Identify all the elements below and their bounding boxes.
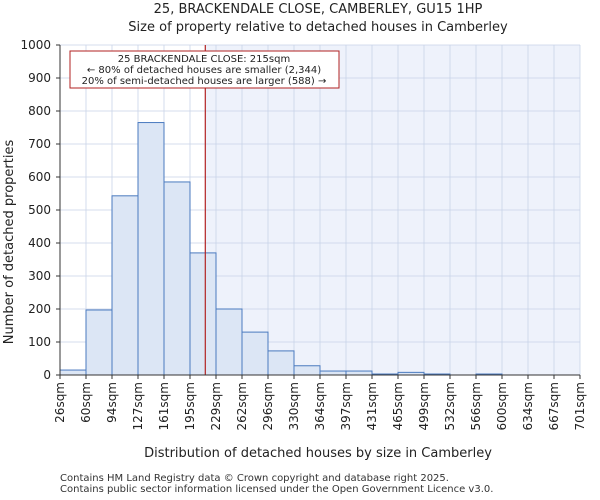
annotation-box: [69, 50, 340, 89]
x-tick-label: 127sqm: [131, 382, 145, 430]
x-tick-label: 499sqm: [417, 382, 431, 430]
x-tick-label: 532sqm: [443, 382, 457, 430]
x-tick-label: 60sqm: [79, 382, 93, 423]
x-tick-label: 667sqm: [547, 382, 561, 430]
y-tick-label: 900: [28, 71, 51, 85]
y-tick-label: 200: [28, 302, 51, 316]
x-tick-label: 296sqm: [261, 382, 275, 430]
x-ticks: 26sqm 60sqm 94sqm 127sqm 161sqm 195sqm 229sqm 2…: [53, 375, 587, 430]
bar: [293, 365, 321, 376]
annotation-larger: 20% of semi-detached houses are larger (…: [82, 76, 327, 87]
x-tick-label: 262sqm: [235, 382, 249, 430]
y-tick-label: 600: [28, 170, 51, 184]
y-tick-label: 400: [28, 236, 51, 250]
bar: [215, 308, 243, 376]
y-tick-label: 700: [28, 137, 51, 151]
annotation-title: 25 BRACKENDALE CLOSE: 215sqm: [118, 54, 290, 65]
footer-line-2: Contains public sector information licen…: [60, 484, 494, 495]
y-tick-label: 0: [43, 368, 51, 382]
x-tick-label: 195sqm: [183, 382, 197, 430]
annotation-smaller: ← 80% of detached houses are smaller (2,…: [87, 65, 321, 76]
y-axis-label: Number of detached properties: [2, 140, 17, 345]
bars: [59, 122, 503, 376]
bar: [345, 370, 373, 376]
chart-subtitle: Size of property relative to detached ho…: [128, 20, 508, 35]
bar: [59, 369, 87, 376]
x-tick-label: 229sqm: [209, 382, 223, 430]
y-tick-label: 500: [28, 203, 51, 217]
x-tick-label: 26sqm: [53, 382, 67, 423]
x-tick-label: 701sqm: [573, 382, 587, 430]
y-ticks: 0 100 200 300 400 500 600 700 800 900 1000: [20, 38, 60, 382]
footer-line-1: Contains HM Land Registry data © Crown c…: [60, 473, 449, 484]
x-tick-label: 94sqm: [105, 382, 119, 423]
x-tick-label: 161sqm: [157, 382, 171, 430]
chart-title: 25, BRACKENDALE CLOSE, CAMBERLEY, GU15 1…: [154, 2, 483, 17]
bar: [111, 195, 139, 376]
y-tick-label: 1000: [20, 38, 51, 52]
x-tick-label: 364sqm: [313, 382, 327, 430]
x-tick-label: 465sqm: [391, 382, 405, 430]
bar: [137, 122, 165, 376]
bar: [267, 350, 295, 376]
x-tick-label: 330sqm: [287, 382, 301, 430]
y-tick-label: 300: [28, 269, 51, 283]
x-tick-label: 634sqm: [521, 382, 535, 430]
bar: [319, 370, 347, 376]
y-tick-label: 100: [28, 335, 51, 349]
x-tick-label: 431sqm: [365, 382, 379, 430]
x-tick-label: 566sqm: [469, 382, 483, 430]
bar: [163, 181, 191, 376]
bar: [241, 331, 269, 376]
y-tick-label: 800: [28, 104, 51, 118]
x-tick-label: 397sqm: [339, 382, 353, 430]
x-tick-label: 600sqm: [495, 382, 509, 430]
bar: [85, 309, 113, 376]
bar: [189, 252, 217, 376]
x-axis-label: Distribution of detached houses by size …: [144, 446, 492, 461]
